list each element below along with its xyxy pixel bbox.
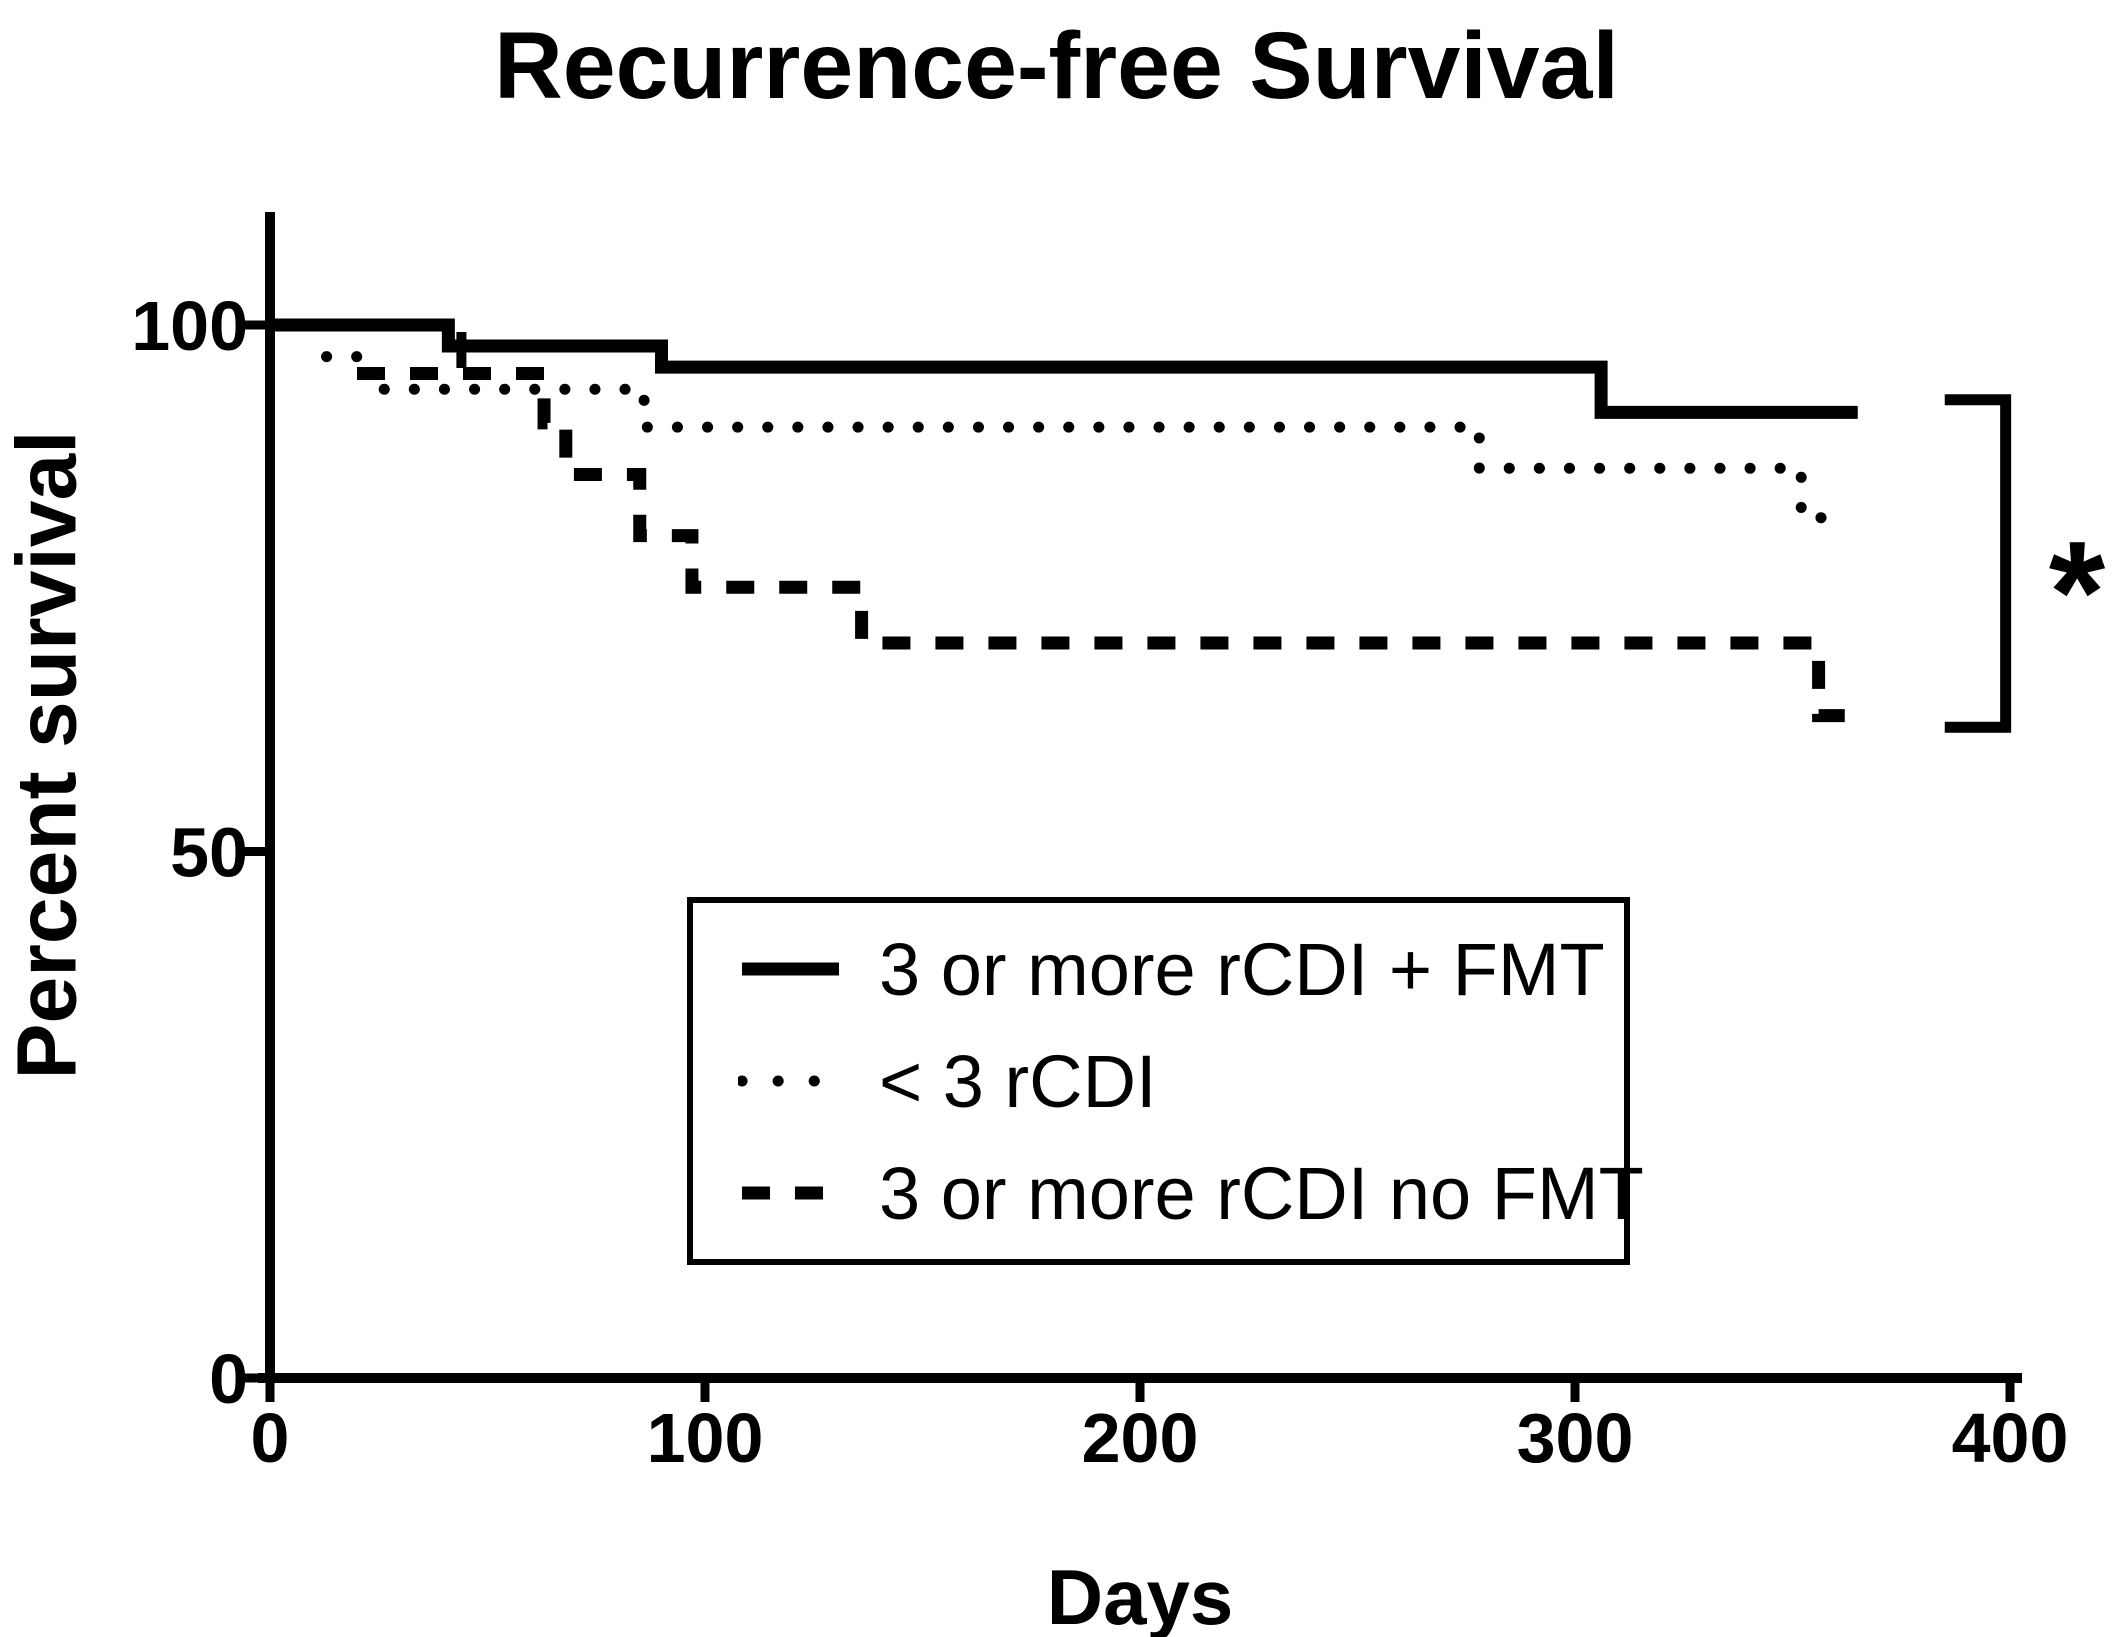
tick-label: 200 <box>1082 1399 1199 1477</box>
legend-label-fmt: 3 or more rCDI + FMT <box>879 927 1605 1011</box>
significance-bracket <box>1944 394 2012 733</box>
legend-solid-line-icon <box>742 962 839 976</box>
tick-label: 100 <box>131 287 248 365</box>
tick-label: 0 <box>209 1340 248 1418</box>
tick-label: 300 <box>1517 1399 1634 1477</box>
tick-label: 100 <box>647 1399 764 1477</box>
legend-item-nofmt: 3 or more rCDI no FMT <box>738 1151 1644 1236</box>
curve-dashed <box>357 366 1854 723</box>
legend-label-nofmt: 3 or more rCDI no FMT <box>879 1151 1644 1235</box>
legend-item-lt3rcdi: < 3 rCDI <box>738 1039 1624 1124</box>
tick-label: 50 <box>170 814 248 892</box>
legend-dotted-line-icon <box>738 1075 843 1087</box>
tick-label: 400 <box>1952 1399 2069 1477</box>
curve-solid <box>270 318 1858 419</box>
legend-label-lt3rcdi: < 3 rCDI <box>879 1039 1157 1123</box>
chart-title: Recurrence-free Survival <box>494 13 1619 119</box>
tick-label: 0 <box>251 1399 290 1477</box>
curve-dotted <box>321 351 1855 524</box>
legend-dashed-line-icon <box>742 1186 839 1200</box>
significance-asterisk: * <box>2048 511 2106 673</box>
x-axis-label: Days <box>1046 1553 1234 1637</box>
legend-item-fmt: 3 or more rCDI + FMT <box>738 927 1624 1012</box>
legend-box: 3 or more rCDI + FMT < 3 rCDI 3 or more … <box>687 897 1644 1265</box>
